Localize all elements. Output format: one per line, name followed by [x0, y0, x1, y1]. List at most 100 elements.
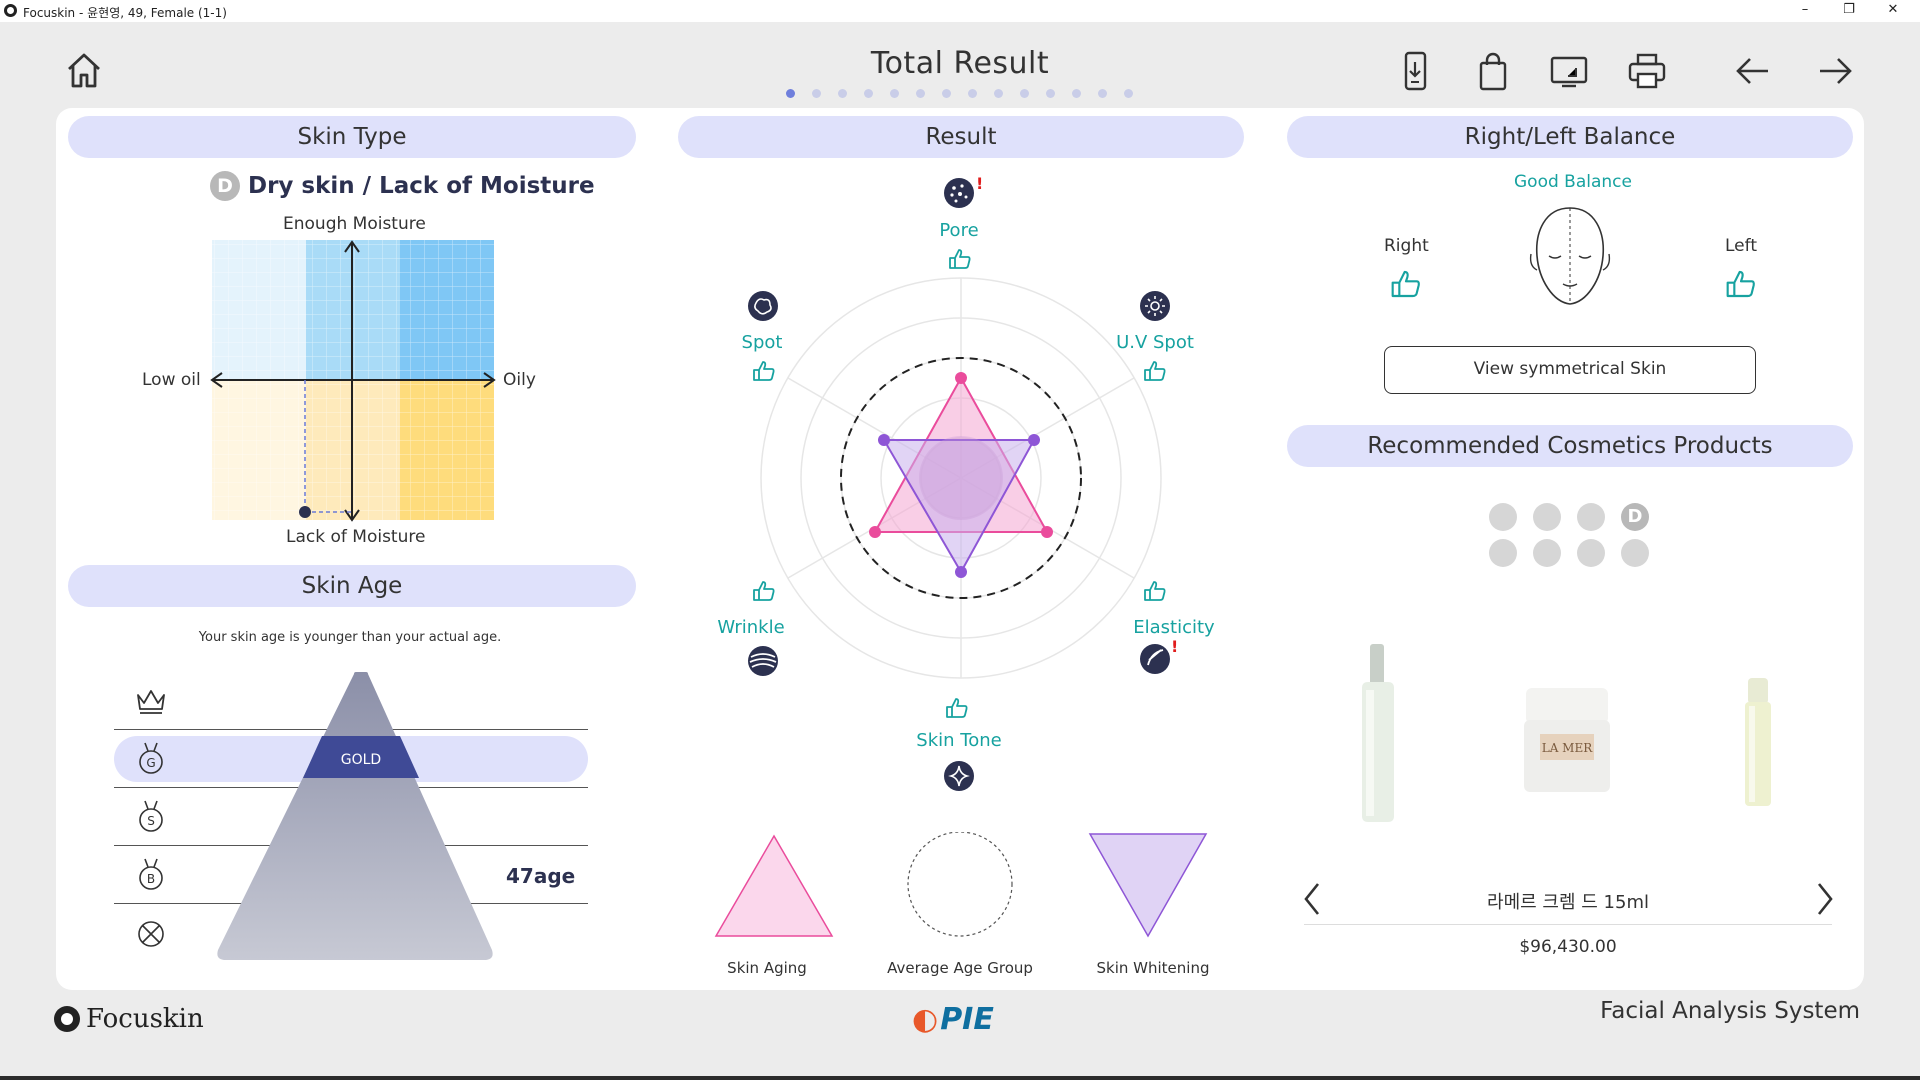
- no-medal-icon: [138, 921, 164, 947]
- silver-medal-icon: S: [139, 800, 163, 832]
- download-phone-button[interactable]: [1394, 50, 1436, 92]
- carousel-prev-icon[interactable]: [1300, 878, 1324, 920]
- page-dot[interactable]: [942, 89, 951, 98]
- page-dot[interactable]: [1020, 89, 1029, 98]
- elasticity-category-icon[interactable]: [1577, 503, 1605, 531]
- bottom-border: [0, 1076, 1920, 1080]
- page-dot[interactable]: [1124, 89, 1133, 98]
- svg-text:!: !: [976, 177, 983, 193]
- right-thumb-up-icon: [1391, 270, 1420, 298]
- pie-brand-text: PIE: [940, 1002, 994, 1037]
- shopping-bag-button[interactable]: [1472, 50, 1514, 92]
- skin-aging-triangle: [714, 834, 834, 937]
- monitor-icon: [1550, 56, 1588, 88]
- page-dot[interactable]: [916, 89, 925, 98]
- skin-age-value: 47age: [506, 864, 576, 888]
- uv-category-icon[interactable]: [1489, 539, 1517, 567]
- forward-button[interactable]: [1814, 50, 1856, 92]
- minimize-button[interactable]: –: [1801, 2, 1809, 17]
- page-dot[interactable]: [1098, 89, 1107, 98]
- page-dot[interactable]: [786, 89, 795, 98]
- skin-tone-label: Skin Tone: [916, 730, 1002, 751]
- elasticity-label: Elasticity: [1133, 617, 1215, 638]
- focuskin-brand-text: Focuskin: [86, 1004, 204, 1034]
- skin-age-message: Your skin age is younger than your actua…: [198, 630, 502, 645]
- average-age-circle: [907, 832, 1013, 937]
- svg-text:!: !: [1171, 637, 1178, 656]
- left-thumb-up-icon: [1726, 270, 1755, 298]
- axis-left-label: Low oil: [142, 370, 201, 390]
- printer-icon: [1628, 53, 1666, 89]
- gold-medal-icon: G: [139, 742, 163, 774]
- app-logo-icon: [4, 4, 17, 17]
- product-jar-image[interactable]: LA MER: [1522, 680, 1612, 794]
- page-dot[interactable]: [838, 89, 847, 98]
- page-dot[interactable]: [994, 89, 1003, 98]
- elasticity-icon: !: [1140, 637, 1178, 674]
- window-titlebar: Focuskin - 윤현영, 49, Female (1-1) – ❐ ✕: [0, 0, 1920, 22]
- age-pyramid: GOLD: [217, 672, 493, 960]
- wrinkle-category-icon[interactable]: [1533, 503, 1561, 531]
- uv-spot-label: U.V Spot: [1116, 332, 1194, 353]
- skin-type-grid: [210, 240, 496, 522]
- home-icon: [68, 53, 100, 88]
- crown-icon: [137, 690, 165, 714]
- moisture-category-icon[interactable]: [1621, 539, 1649, 567]
- arrow-right-icon: [1820, 58, 1852, 84]
- skin-type-header: Skin Type: [68, 116, 636, 158]
- average-age-label: Average Age Group: [887, 959, 1033, 977]
- page-dot[interactable]: [864, 89, 873, 98]
- spot-thumb-up-icon: [753, 361, 775, 381]
- purple-triangle: [882, 439, 1036, 575]
- spot-label: Spot: [741, 332, 783, 353]
- elasticity-thumb-up-icon: [1144, 581, 1166, 601]
- skin-type-text: Dry skin / Lack of Moisture: [248, 173, 595, 199]
- gold-tier-label: GOLD: [341, 752, 381, 768]
- balance-status: Good Balance: [1514, 172, 1632, 192]
- maximize-button[interactable]: ❐: [1843, 2, 1855, 17]
- page-indicator: [786, 89, 1133, 98]
- system-name: Facial Analysis System: [1600, 998, 1860, 1024]
- spot-category-icon[interactable]: [1533, 539, 1561, 567]
- close-button[interactable]: ✕: [1887, 2, 1899, 17]
- bronze-medal-icon: B: [139, 858, 163, 890]
- dry-category-icon[interactable]: D: [1621, 503, 1649, 531]
- wrinkle-label: Wrinkle: [717, 617, 785, 638]
- page-dot[interactable]: [890, 89, 899, 98]
- back-button[interactable]: [1732, 50, 1774, 92]
- page-title: Total Result: [870, 46, 1050, 81]
- left-side-label: Left: [1725, 236, 1757, 256]
- recommend-header: Recommended Cosmetics Products: [1287, 425, 1853, 467]
- shopping-bag-icon: [1479, 52, 1507, 91]
- axis-top-label: Enough Moisture: [283, 214, 426, 234]
- carousel-next-icon[interactable]: [1813, 878, 1837, 920]
- home-button[interactable]: [64, 50, 104, 90]
- skin-whitening-label: Skin Whitening: [1096, 959, 1210, 977]
- display-button[interactable]: [1548, 50, 1590, 92]
- skin-whitening-triangle: [1088, 833, 1208, 938]
- product-serum-image[interactable]: [1740, 674, 1776, 810]
- result-radar-chart: [760, 277, 1162, 679]
- print-button[interactable]: [1626, 50, 1668, 92]
- page-dot[interactable]: [1046, 89, 1055, 98]
- wrinkle-icon: [748, 646, 778, 676]
- view-symmetrical-skin-button[interactable]: View symmetrical Skin: [1384, 346, 1756, 394]
- skin-type-marker: [299, 506, 311, 518]
- product-divider: [1304, 924, 1832, 925]
- pore-category-icon[interactable]: [1489, 503, 1517, 531]
- pie-logo-icon: ◐: [912, 1002, 939, 1037]
- svg-text:G: G: [146, 756, 155, 770]
- pie-logo: ◐ PIE: [912, 1002, 994, 1037]
- svg-text:S: S: [147, 814, 155, 828]
- page-dot[interactable]: [968, 89, 977, 98]
- product-bottle-image[interactable]: [1356, 640, 1400, 824]
- page-dot[interactable]: [812, 89, 821, 98]
- phone-download-icon: [1404, 51, 1427, 91]
- focuskin-logo: Focuskin: [54, 1004, 204, 1034]
- focuskin-logo-icon: [54, 1006, 80, 1032]
- svg-text:LA MER: LA MER: [1542, 741, 1593, 755]
- wrinkle-thumb-up-icon: [753, 581, 775, 601]
- page-dot[interactable]: [1072, 89, 1081, 98]
- pore-icon: !: [944, 177, 983, 208]
- tone-category-icon[interactable]: [1577, 539, 1605, 567]
